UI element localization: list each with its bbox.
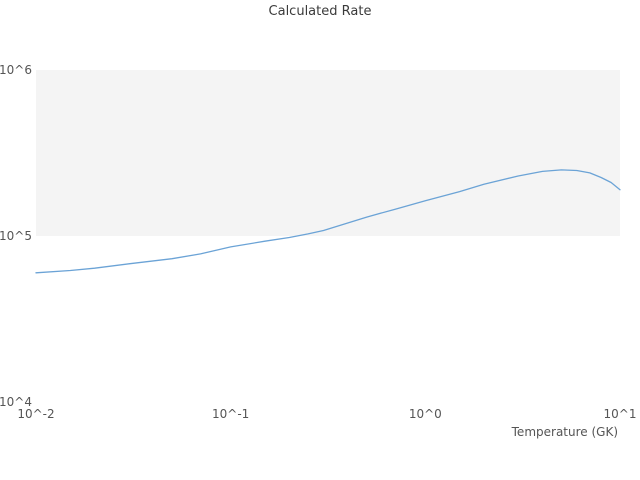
x-tick-label: 10^-1 [212, 407, 250, 421]
x-axis-label: Temperature (GK) [511, 425, 618, 439]
highlight-band [36, 70, 620, 236]
y-tick-label: 10^4 [0, 395, 32, 409]
y-tick-label: 10^6 [0, 63, 32, 77]
y-tick-label: 10^5 [0, 229, 32, 243]
x-tick-label: 10^-2 [17, 407, 55, 421]
x-tick-label: 10^1 [603, 407, 637, 421]
x-tick-label: 10^0 [408, 407, 442, 421]
chart-title: Calculated Rate [268, 4, 372, 19]
series-line-calculated-rate [35, 169, 621, 274]
